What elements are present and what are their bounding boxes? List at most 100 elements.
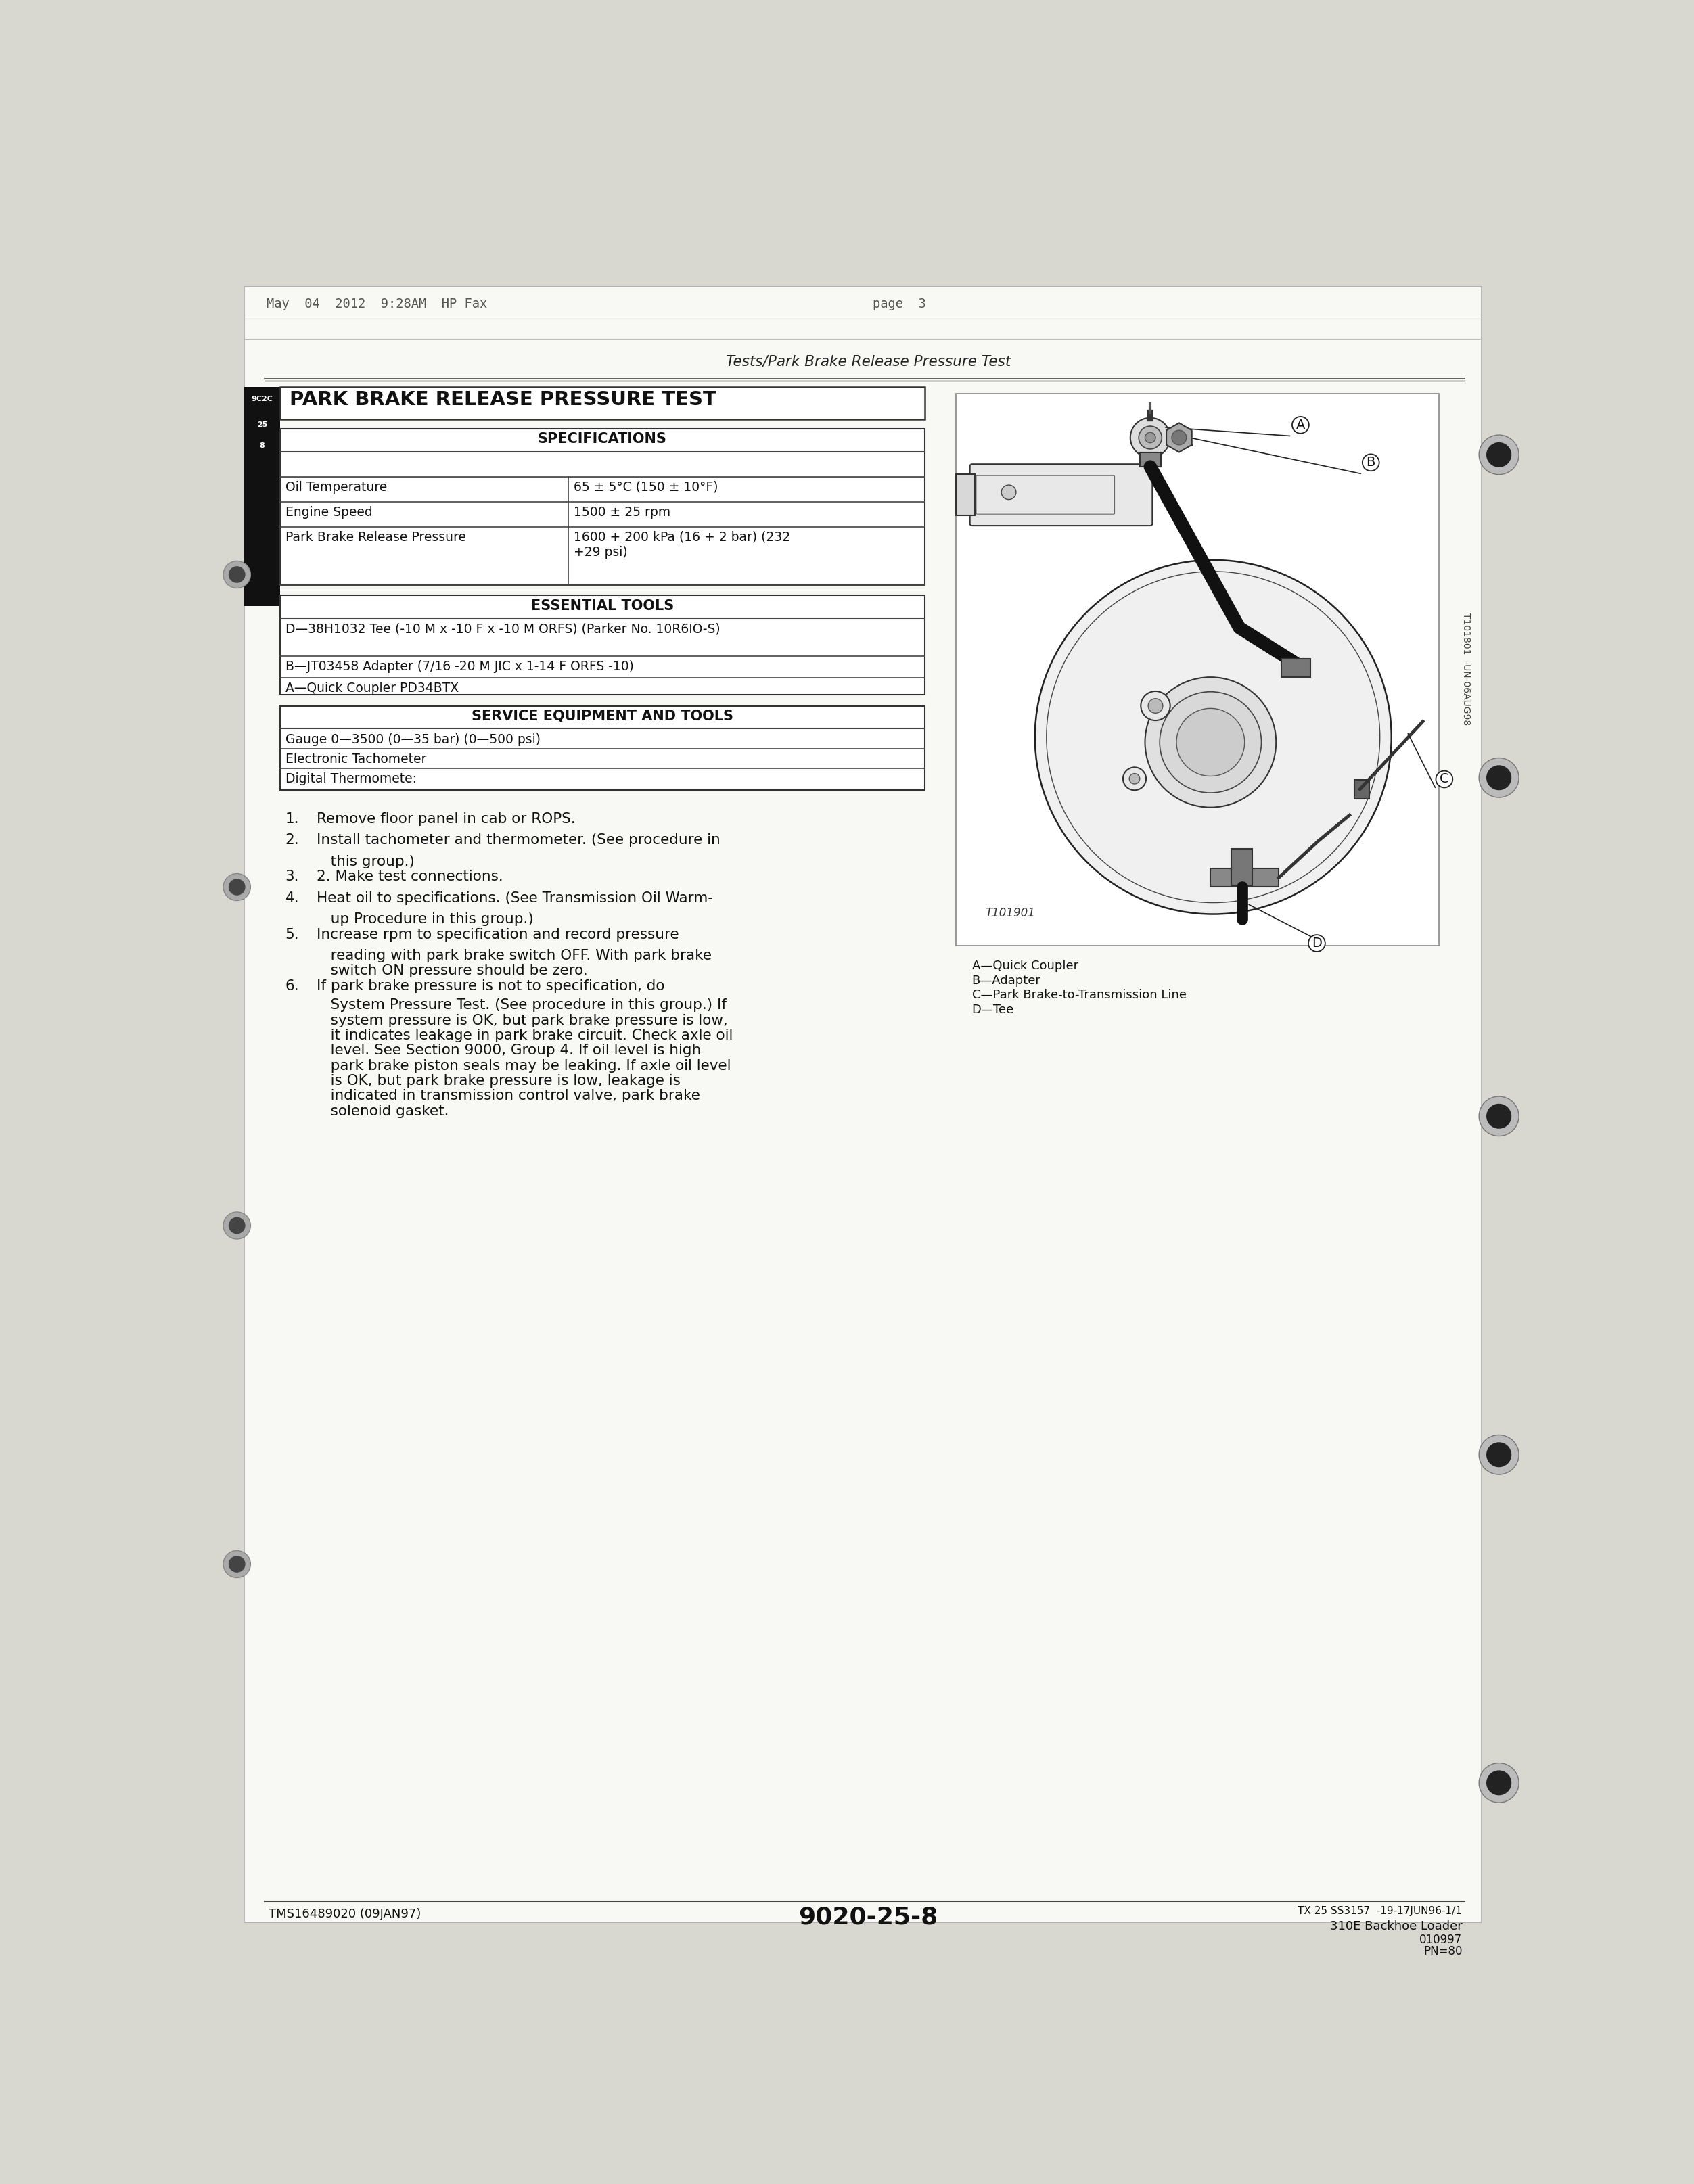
Text: Oil Temperature: Oil Temperature — [285, 480, 386, 494]
Circle shape — [224, 1551, 251, 1577]
Text: T101801  -UN-06AUG98: T101801 -UN-06AUG98 — [1462, 614, 1470, 725]
FancyBboxPatch shape — [244, 286, 1482, 1922]
Text: 4.: 4. — [285, 891, 300, 904]
Text: 8: 8 — [259, 443, 264, 450]
Text: 6.: 6. — [285, 978, 300, 994]
Text: 65 ± 5°C (150 ± 10°F): 65 ± 5°C (150 ± 10°F) — [574, 480, 718, 494]
FancyBboxPatch shape — [1355, 780, 1369, 799]
Text: System Pressure Test. (See procedure in this group.) If: System Pressure Test. (See procedure in … — [317, 998, 727, 1011]
Text: park brake piston seals may be leaking. If axle oil level: park brake piston seals may be leaking. … — [317, 1059, 732, 1072]
Circle shape — [1479, 1096, 1520, 1136]
Circle shape — [1486, 1771, 1511, 1795]
Circle shape — [1130, 417, 1171, 456]
Text: 2. Make test connections.: 2. Make test connections. — [317, 869, 503, 882]
Text: SPECIFICATIONS: SPECIFICATIONS — [537, 432, 667, 446]
Circle shape — [1130, 773, 1140, 784]
Text: 9C2C: 9C2C — [251, 395, 273, 402]
FancyBboxPatch shape — [280, 705, 925, 791]
Circle shape — [229, 878, 246, 895]
Text: TMS16489020 (09JAN97): TMS16489020 (09JAN97) — [268, 1909, 420, 1920]
Circle shape — [1479, 435, 1520, 474]
Text: page  3: page 3 — [872, 297, 925, 310]
Text: D—Tee: D—Tee — [972, 1005, 1015, 1016]
Circle shape — [229, 1216, 246, 1234]
Circle shape — [229, 1555, 246, 1572]
Circle shape — [229, 566, 246, 583]
Circle shape — [1172, 430, 1186, 446]
Circle shape — [1486, 1103, 1511, 1129]
Text: 010997: 010997 — [1420, 1933, 1462, 1946]
Circle shape — [1160, 692, 1262, 793]
Circle shape — [1145, 432, 1155, 443]
Text: Electronic Tachometer: Electronic Tachometer — [285, 753, 427, 767]
Circle shape — [1176, 708, 1245, 775]
Text: Digital Thermomete:: Digital Thermomete: — [285, 773, 417, 786]
Text: 2.: 2. — [285, 834, 300, 847]
Text: C: C — [1440, 773, 1448, 786]
Circle shape — [1123, 767, 1147, 791]
Text: level. See Section 9000, Group 4. If oil level is high: level. See Section 9000, Group 4. If oil… — [317, 1044, 701, 1057]
Text: 310E Backhoe Loader: 310E Backhoe Loader — [1330, 1920, 1462, 1933]
Text: Remove floor panel in cab or ROPS.: Remove floor panel in cab or ROPS. — [317, 812, 576, 826]
Text: 9020-25-8: 9020-25-8 — [798, 1907, 938, 1928]
Text: up Procedure in this group.): up Procedure in this group.) — [317, 913, 534, 926]
Text: 5.: 5. — [285, 928, 300, 941]
Circle shape — [1140, 690, 1171, 721]
Circle shape — [224, 561, 251, 587]
Text: 1600 + 200 kPa (16 + 2 bar) (232
+29 psi): 1600 + 200 kPa (16 + 2 bar) (232 +29 psi… — [574, 531, 789, 559]
Text: Increase rpm to specification and record pressure: Increase rpm to specification and record… — [317, 928, 679, 941]
Circle shape — [1138, 426, 1162, 450]
Text: TX 25 SS3157  -19-17JUN96-1/1: TX 25 SS3157 -19-17JUN96-1/1 — [1298, 1907, 1462, 1915]
Text: system pressure is OK, but park brake pressure is low,: system pressure is OK, but park brake pr… — [317, 1013, 728, 1026]
Text: Heat oil to specifications. (See Transmission Oil Warm-: Heat oil to specifications. (See Transmi… — [317, 891, 713, 904]
Text: Tests/Park Brake Release Pressure Test: Tests/Park Brake Release Pressure Test — [725, 354, 1011, 369]
Text: 1500 ± 25 rpm: 1500 ± 25 rpm — [574, 507, 671, 518]
Circle shape — [1149, 699, 1162, 714]
Text: D—38H1032 Tee (-10 M x -10 F x -10 M ORFS) (Parker No. 10R6IO-S): D—38H1032 Tee (-10 M x -10 F x -10 M ORF… — [285, 622, 720, 636]
FancyBboxPatch shape — [1232, 850, 1252, 885]
Circle shape — [1001, 485, 1016, 500]
Text: May  04  2012  9:28AM  HP Fax: May 04 2012 9:28AM HP Fax — [266, 297, 488, 310]
Text: PN=80: PN=80 — [1423, 1946, 1462, 1957]
Text: B: B — [1367, 456, 1376, 470]
FancyBboxPatch shape — [1140, 452, 1160, 467]
Text: is OK, but park brake pressure is low, leakage is: is OK, but park brake pressure is low, l… — [317, 1075, 681, 1088]
Text: Gauge 0—3500 (0—35 bar) (0—500 psi): Gauge 0—3500 (0—35 bar) (0—500 psi) — [285, 734, 540, 745]
Text: A: A — [1296, 419, 1304, 432]
Text: A—Quick Coupler PD34BTX: A—Quick Coupler PD34BTX — [285, 681, 459, 695]
Circle shape — [1479, 758, 1520, 797]
Text: T101901: T101901 — [986, 906, 1035, 919]
Polygon shape — [1167, 424, 1193, 452]
FancyBboxPatch shape — [971, 465, 1152, 526]
Text: switch ON pressure should be zero.: switch ON pressure should be zero. — [317, 963, 588, 978]
Text: 1.: 1. — [285, 812, 300, 826]
Text: reading with park brake switch OFF. With park brake: reading with park brake switch OFF. With… — [317, 950, 711, 963]
Text: C—Park Brake-to-Transmission Line: C—Park Brake-to-Transmission Line — [972, 989, 1186, 1000]
Text: indicated in transmission control valve, park brake: indicated in transmission control valve,… — [317, 1090, 700, 1103]
Text: ESSENTIAL TOOLS: ESSENTIAL TOOLS — [530, 598, 674, 612]
FancyBboxPatch shape — [955, 474, 974, 515]
Text: 25: 25 — [257, 422, 268, 428]
Circle shape — [1479, 1762, 1520, 1802]
Circle shape — [1486, 764, 1511, 791]
Text: this group.): this group.) — [317, 854, 415, 869]
Text: PARK BRAKE RELEASE PRESSURE TEST: PARK BRAKE RELEASE PRESSURE TEST — [290, 391, 717, 408]
Circle shape — [1479, 1435, 1520, 1474]
Text: SERVICE EQUIPMENT AND TOOLS: SERVICE EQUIPMENT AND TOOLS — [471, 710, 734, 723]
FancyBboxPatch shape — [955, 393, 1438, 946]
Circle shape — [1035, 559, 1391, 915]
Circle shape — [1145, 677, 1276, 808]
Text: solenoid gasket.: solenoid gasket. — [317, 1105, 449, 1118]
Circle shape — [224, 1212, 251, 1238]
FancyBboxPatch shape — [1211, 869, 1279, 887]
FancyBboxPatch shape — [280, 387, 925, 419]
Text: Install tachometer and thermometer. (See procedure in: Install tachometer and thermometer. (See… — [317, 834, 720, 847]
Text: D: D — [1311, 937, 1321, 950]
Text: 3.: 3. — [285, 869, 300, 882]
Circle shape — [1486, 1441, 1511, 1468]
FancyBboxPatch shape — [244, 387, 280, 605]
Text: B—JT03458 Adapter (7/16 -20 M JIC x 1-14 F ORFS -10): B—JT03458 Adapter (7/16 -20 M JIC x 1-14… — [285, 660, 634, 673]
Text: B—Adapter: B—Adapter — [972, 974, 1040, 987]
Circle shape — [1486, 443, 1511, 467]
Text: If park brake pressure is not to specification, do: If park brake pressure is not to specifi… — [317, 978, 664, 994]
